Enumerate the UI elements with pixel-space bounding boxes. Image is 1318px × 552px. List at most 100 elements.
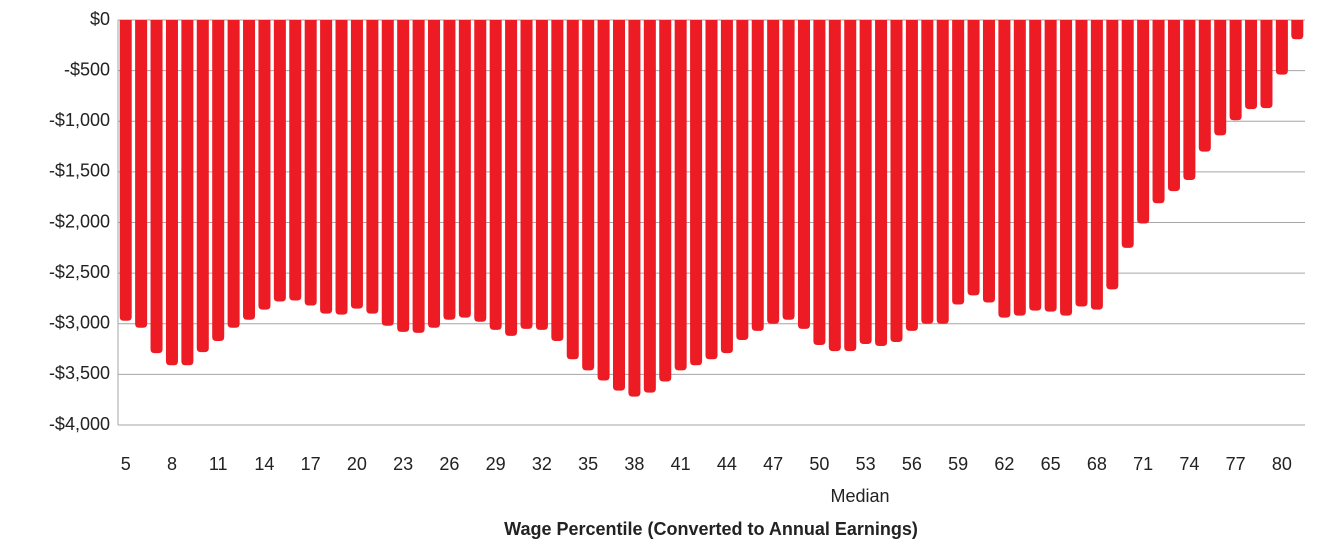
bar <box>243 20 256 320</box>
x-tick-label: 23 <box>393 454 413 474</box>
x-tick-label: 20 <box>347 454 367 474</box>
bar <box>582 20 595 371</box>
bar <box>1137 20 1150 224</box>
bar <box>921 20 934 324</box>
bar <box>844 20 857 352</box>
bar <box>628 20 641 397</box>
bar <box>751 20 764 331</box>
bar <box>936 20 949 324</box>
bar <box>1029 20 1042 311</box>
bar <box>535 20 548 330</box>
bar <box>181 20 194 366</box>
bar <box>412 20 425 333</box>
x-tick-label: 14 <box>254 454 274 474</box>
bar <box>366 20 379 314</box>
bar <box>350 20 363 309</box>
bar <box>381 20 394 326</box>
bar <box>196 20 209 353</box>
x-tick-label: 11 <box>209 454 228 474</box>
bar <box>705 20 718 360</box>
x-tick-label: 41 <box>671 454 691 474</box>
bar <box>289 20 302 301</box>
bar <box>1152 20 1165 204</box>
x-tick-label: 26 <box>439 454 459 474</box>
bar <box>982 20 995 303</box>
bar <box>428 20 441 328</box>
bar <box>967 20 980 296</box>
bar <box>1013 20 1026 316</box>
x-tick-label: 56 <box>902 454 922 474</box>
bar <box>1183 20 1196 180</box>
x-tick-label: 71 <box>1133 454 1153 474</box>
x-tick-label: 44 <box>717 454 737 474</box>
bar <box>612 20 626 391</box>
bar <box>150 20 163 354</box>
x-tick-label: 47 <box>763 454 783 474</box>
bar <box>890 20 903 342</box>
bar <box>1229 20 1242 121</box>
x-tick-label: 35 <box>578 454 598 474</box>
bar <box>505 20 518 336</box>
bar <box>443 20 456 320</box>
bar <box>335 20 348 315</box>
y-tick-label: -$500 <box>64 59 110 79</box>
x-tick-label: 77 <box>1226 454 1246 474</box>
bar <box>998 20 1011 318</box>
bar <box>566 20 579 360</box>
y-tick-label: $0 <box>90 9 110 29</box>
y-tick-label: -$3,500 <box>49 363 110 383</box>
bar <box>720 20 733 354</box>
bar <box>1060 20 1073 316</box>
x-tick-label: 62 <box>994 454 1014 474</box>
x-tick-label: 53 <box>856 454 876 474</box>
bar <box>659 20 672 382</box>
x-tick-label: 32 <box>532 454 552 474</box>
bar <box>1167 20 1180 192</box>
bar <box>1275 20 1288 75</box>
y-tick-label: -$1,500 <box>49 161 110 181</box>
bar <box>227 20 240 328</box>
x-tick-label: 74 <box>1179 454 1199 474</box>
y-tick-label: -$2,500 <box>49 262 110 282</box>
bar <box>859 20 872 344</box>
x-tick-label: 50 <box>809 454 829 474</box>
x-axis-title: Wage Percentile (Converted to Annual Ear… <box>504 519 918 539</box>
bar <box>165 20 178 366</box>
bar <box>1044 20 1057 312</box>
y-tick-label: -$3,000 <box>49 313 110 333</box>
bar <box>304 20 317 306</box>
y-tick-label: -$2,000 <box>49 211 110 231</box>
bar <box>1106 20 1119 290</box>
bar <box>782 20 795 320</box>
bar <box>135 20 148 328</box>
bar <box>212 20 225 341</box>
bar <box>1260 20 1273 109</box>
y-tick-label: -$1,000 <box>49 110 110 130</box>
bar <box>397 20 410 332</box>
x-tick-label: 29 <box>486 454 506 474</box>
bar <box>1075 20 1088 307</box>
bar <box>458 20 471 318</box>
bar <box>813 20 826 346</box>
bar <box>674 20 687 371</box>
bar <box>520 20 533 329</box>
x-tick-label: 8 <box>167 454 177 474</box>
bar <box>273 20 286 302</box>
bar <box>797 20 811 329</box>
bar <box>643 20 656 393</box>
y-tick-label: -$4,000 <box>49 414 110 434</box>
bar <box>320 20 333 314</box>
bar <box>767 20 780 324</box>
bar <box>1121 20 1134 248</box>
x-tick-label: 80 <box>1272 454 1292 474</box>
median-annotation: Median <box>830 486 889 506</box>
bar <box>905 20 918 331</box>
bar <box>828 20 841 352</box>
bar <box>1291 20 1304 40</box>
bar <box>119 20 132 321</box>
x-tick-label: 59 <box>948 454 968 474</box>
bar <box>736 20 749 340</box>
x-tick-label: 38 <box>624 454 644 474</box>
bar <box>1214 20 1227 136</box>
